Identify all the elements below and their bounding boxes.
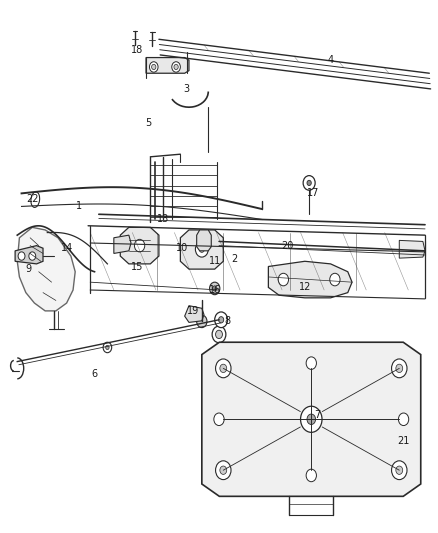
Text: 6: 6 xyxy=(92,369,98,378)
Circle shape xyxy=(172,62,180,72)
Circle shape xyxy=(106,345,109,350)
Text: 21: 21 xyxy=(397,437,410,447)
Text: 17: 17 xyxy=(307,188,320,198)
Circle shape xyxy=(199,246,205,253)
Circle shape xyxy=(209,282,220,295)
Text: 9: 9 xyxy=(25,264,31,274)
Text: 13: 13 xyxy=(157,214,170,224)
Text: 7: 7 xyxy=(314,410,321,421)
Circle shape xyxy=(152,64,156,70)
Circle shape xyxy=(306,469,316,482)
Circle shape xyxy=(278,273,289,286)
Circle shape xyxy=(300,406,322,432)
Circle shape xyxy=(212,326,226,343)
Polygon shape xyxy=(185,306,204,322)
Polygon shape xyxy=(17,228,75,311)
Text: 14: 14 xyxy=(60,243,73,253)
Circle shape xyxy=(18,252,25,260)
Polygon shape xyxy=(120,228,159,264)
Circle shape xyxy=(220,466,227,474)
Circle shape xyxy=(307,414,315,424)
Circle shape xyxy=(396,364,403,373)
Circle shape xyxy=(215,461,231,480)
Circle shape xyxy=(29,252,36,260)
Polygon shape xyxy=(399,240,425,258)
Circle shape xyxy=(103,342,112,353)
Circle shape xyxy=(215,359,231,378)
Circle shape xyxy=(174,64,178,70)
Text: 19: 19 xyxy=(187,306,199,316)
Text: 1: 1 xyxy=(77,201,82,212)
Polygon shape xyxy=(202,342,421,496)
Text: 8: 8 xyxy=(225,317,231,326)
Text: 15: 15 xyxy=(131,262,144,271)
Text: 3: 3 xyxy=(184,84,190,94)
Text: 20: 20 xyxy=(282,240,294,251)
Polygon shape xyxy=(197,230,211,251)
Text: 10: 10 xyxy=(177,243,189,253)
Circle shape xyxy=(219,317,224,323)
Circle shape xyxy=(306,357,316,369)
Circle shape xyxy=(149,62,158,72)
Circle shape xyxy=(307,180,311,185)
Circle shape xyxy=(214,413,224,425)
Text: 2: 2 xyxy=(231,254,237,264)
Circle shape xyxy=(330,273,340,286)
Circle shape xyxy=(399,413,409,425)
Circle shape xyxy=(392,461,407,480)
Text: 4: 4 xyxy=(328,55,334,65)
Polygon shape xyxy=(180,230,223,269)
Text: 5: 5 xyxy=(145,118,151,128)
Circle shape xyxy=(134,239,145,252)
Circle shape xyxy=(392,359,407,378)
Circle shape xyxy=(197,315,207,328)
Text: 16: 16 xyxy=(208,285,221,295)
Polygon shape xyxy=(146,58,189,73)
Circle shape xyxy=(396,466,403,474)
Polygon shape xyxy=(114,235,131,254)
Text: 11: 11 xyxy=(208,256,221,266)
Text: 22: 22 xyxy=(26,193,39,204)
Circle shape xyxy=(212,286,217,291)
Circle shape xyxy=(195,241,208,257)
Circle shape xyxy=(215,330,223,338)
Circle shape xyxy=(215,312,228,328)
Polygon shape xyxy=(268,261,352,298)
Text: 18: 18 xyxy=(131,45,144,55)
Circle shape xyxy=(220,364,227,373)
Text: 12: 12 xyxy=(299,282,311,293)
Polygon shape xyxy=(15,246,43,264)
